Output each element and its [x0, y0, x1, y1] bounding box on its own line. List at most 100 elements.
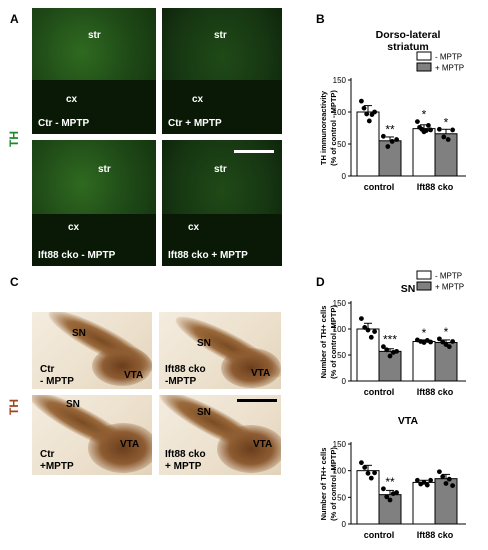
bar [356, 328, 380, 382]
y-axis-label: Number of TH+ cells [319, 448, 328, 521]
scale-bar [237, 399, 277, 402]
data-point [394, 348, 399, 354]
scale-bar [234, 150, 274, 153]
significance-mark: * [444, 325, 449, 339]
significance-mark: ** [385, 475, 395, 489]
y-tick-label: 0 [342, 172, 347, 181]
y-tick-label: 150 [333, 76, 347, 85]
region-str: str [88, 30, 101, 41]
data-point [381, 344, 386, 350]
micrograph-caption: Ctr + MPTP [168, 118, 222, 129]
th-green-label: TH [7, 131, 21, 147]
micrograph-caption-line1: Ctr [40, 364, 55, 375]
x-tick-label: control [364, 182, 395, 192]
region-vta: VTA [120, 439, 140, 450]
data-point [415, 477, 420, 483]
data-point [415, 119, 420, 124]
region-sn: SN [197, 338, 211, 349]
data-point [450, 483, 455, 488]
data-point [450, 339, 455, 344]
data-point [368, 475, 374, 481]
data-point [372, 109, 377, 115]
region-vta: VTA [253, 439, 273, 450]
y-tick-label: 50 [337, 351, 346, 360]
y-tick-label: 0 [342, 377, 347, 386]
region-cx: cx [192, 94, 204, 105]
region-str: str [214, 164, 227, 175]
micrograph-caption-line1: Ift88 cko [165, 364, 206, 375]
region-cx: cx [68, 222, 80, 233]
legend-label: - MPTP [435, 53, 462, 62]
data-point [359, 98, 364, 104]
data-point [385, 144, 391, 149]
x-tick-label: Ift88 cko [417, 387, 454, 397]
significance-mark: *** [383, 333, 397, 347]
data-point [384, 347, 390, 353]
y-axis-label: (% of control - MPTP) [329, 90, 338, 166]
data-point [423, 128, 429, 133]
data-point [426, 123, 431, 128]
region-cx: cx [66, 94, 78, 105]
significance-mark: * [444, 115, 449, 129]
chart-title: Dorso-lateral [376, 29, 441, 41]
data-point [443, 481, 449, 486]
data-point [359, 316, 364, 321]
micrograph-caption: Ctr - MPTP [38, 118, 90, 129]
legend-swatch [416, 51, 432, 61]
chart-d-sn: SN Number of TH+ cells (% of control -MPTP… [319, 270, 466, 397]
panel-label-c: C [10, 275, 19, 289]
legend-label: - MPTP [435, 272, 462, 281]
chart-title: SN [401, 283, 416, 295]
y-tick-label: 50 [337, 140, 346, 149]
data-point [437, 126, 442, 132]
data-point [446, 476, 452, 482]
bar [356, 470, 380, 525]
th-brown-label: TH [7, 399, 21, 415]
bar [412, 340, 436, 382]
data-point [428, 339, 433, 345]
chart-title: striatum [387, 41, 428, 53]
y-tick-label: 100 [333, 108, 347, 117]
data-point [361, 105, 367, 111]
data-point [372, 329, 377, 334]
legend-label: + MPTP [435, 283, 464, 292]
region-vta: VTA [124, 370, 144, 381]
data-point [437, 469, 442, 475]
chart-d-vta: VTA Number of TH+ cells (% of control -MPT… [319, 415, 466, 540]
panel-label-d: D [316, 275, 325, 289]
data-point [365, 327, 371, 333]
x-tick-label: control [364, 530, 395, 540]
micrograph-a1: str cx Ctr - MPTP [32, 8, 156, 134]
legend-swatch [416, 281, 432, 291]
y-axis-label: Number of TH+ cells [319, 306, 328, 379]
micrograph-c4: SN VTA Ift88 cko + MPTP [159, 395, 281, 475]
legend-label: + MPTP [435, 64, 464, 73]
region-sn: SN [197, 407, 211, 418]
micrograph-c1: SN VTA Ctr - MPTP [32, 312, 152, 389]
data-point [364, 111, 370, 117]
y-tick-label: 0 [342, 520, 347, 529]
micrograph-a2: str cx Ctr + MPTP [162, 8, 282, 134]
data-point [394, 137, 399, 142]
significance-mark: * [422, 326, 427, 340]
significance-mark: * [422, 108, 427, 122]
region-sn: SN [66, 399, 80, 410]
region-vta: VTA [251, 368, 271, 379]
y-axis-label: (% of control -MPTP) [329, 305, 338, 379]
data-point [365, 470, 371, 476]
micrograph-caption-line1: Ctr [40, 449, 55, 460]
region-str: str [98, 164, 111, 175]
micrograph-caption: Ift88 cko + MPTP [168, 250, 248, 261]
data-point [366, 118, 372, 124]
y-tick-label: 100 [333, 325, 347, 334]
micrograph-a3: str cx Ift88 cko - MPTP [32, 140, 156, 266]
data-point [372, 470, 377, 476]
bar [434, 342, 458, 382]
data-point [362, 325, 368, 330]
data-point [389, 139, 395, 144]
y-axis-label: TH immunoreactivity [319, 90, 328, 165]
data-point [384, 494, 390, 500]
bar [412, 128, 436, 177]
x-tick-label: Ift88 cko [417, 182, 454, 192]
